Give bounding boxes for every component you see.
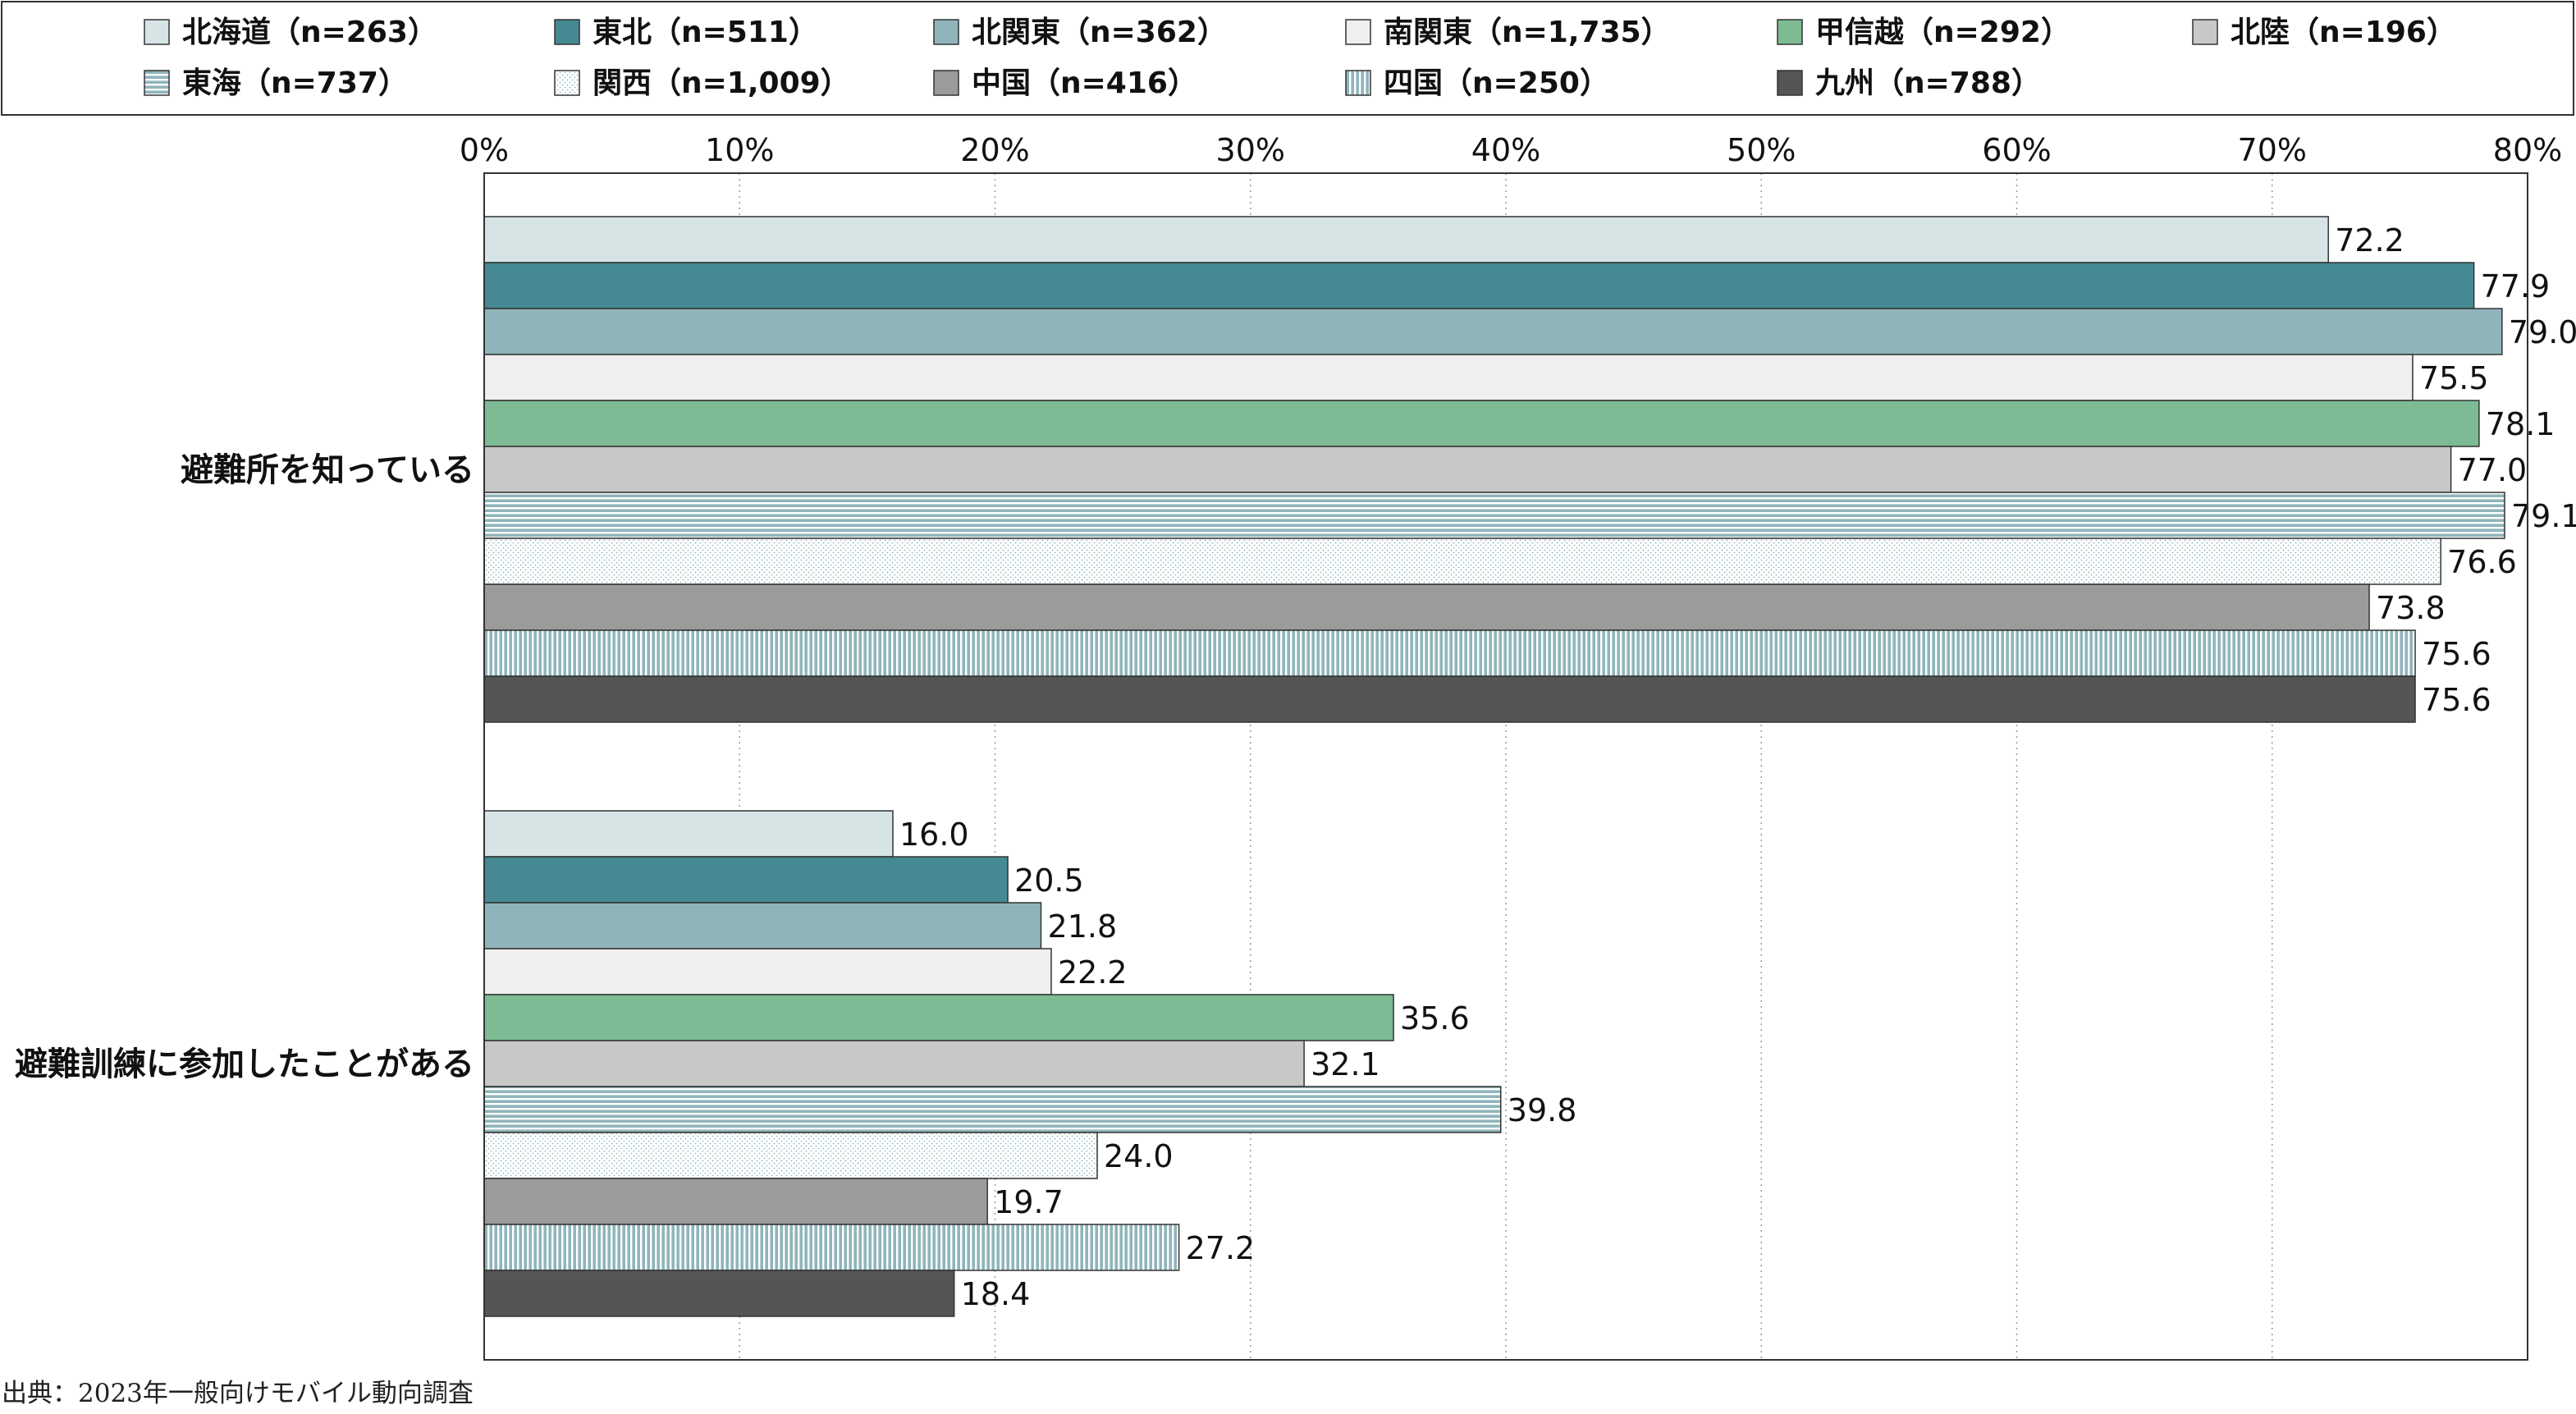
- legend-label: 北陸（n=196）: [2231, 16, 2456, 49]
- bar: [483, 354, 2414, 401]
- legend-swatch: [933, 70, 959, 96]
- legend-swatch: [144, 70, 170, 96]
- data-label: 79.1: [2511, 498, 2576, 534]
- legend: 北海道（n=263） 東北（n=511） 北関東（n=362） 南関東（n=1,735…: [144, 16, 2456, 100]
- x-tick-label: 20%: [960, 132, 1029, 168]
- legend-label: 中国（n=416）: [972, 66, 1197, 100]
- legend-label: 東海（n=737）: [182, 66, 408, 100]
- data-label: 18.4: [961, 1276, 1031, 1312]
- data-label: 20.5: [1014, 863, 1084, 899]
- data-label: 75.6: [2422, 636, 2491, 672]
- bar: [483, 948, 1052, 995]
- data-label: 16.0: [899, 817, 969, 853]
- legend-swatch: [933, 19, 959, 45]
- legend-swatch: [1777, 19, 1803, 45]
- plot-area-frame: [483, 172, 2528, 1361]
- bar: [483, 675, 2416, 723]
- legend-label: 甲信越（n=292）: [1815, 16, 2070, 49]
- legend-label: 南関東（n=1,735）: [1384, 16, 1671, 49]
- legend-swatch: [2192, 19, 2218, 45]
- x-tick-label: 40%: [1471, 132, 1540, 168]
- bar: [483, 856, 1009, 904]
- bar: [483, 583, 2370, 631]
- data-label: 24.0: [1104, 1138, 1174, 1174]
- data-label: 32.1: [1311, 1046, 1380, 1082]
- legend-swatch: [554, 70, 580, 96]
- data-label: 72.2: [2335, 222, 2404, 259]
- data-label: 75.5: [2419, 360, 2489, 396]
- x-tick-label: 80%: [2493, 132, 2562, 168]
- source-note: 出典：2023年一般向けモバイル動向調査: [2, 1379, 474, 1408]
- x-tick-label: 10%: [705, 132, 774, 168]
- data-label: 39.8: [1508, 1092, 1577, 1128]
- bar: [483, 994, 1394, 1041]
- legend-label: 四国（n=250）: [1384, 66, 1609, 100]
- legend-label: 北海道（n=263）: [182, 16, 437, 49]
- data-label: 22.2: [1058, 954, 1128, 991]
- bar: [483, 446, 2452, 493]
- data-label: 73.8: [2376, 590, 2446, 626]
- data-label: 77.0: [2458, 452, 2528, 488]
- bar: [483, 1224, 1180, 1271]
- bar: [483, 1086, 1502, 1133]
- bar: [483, 1132, 1098, 1179]
- legend-label: 東北（n=511）: [593, 16, 818, 49]
- data-label: 79.0: [2509, 314, 2576, 350]
- legend-label: 関西（n=1,009）: [593, 66, 850, 100]
- data-label: 77.9: [2481, 268, 2551, 304]
- legend-swatch: [1777, 70, 1803, 96]
- bar: [483, 629, 2416, 677]
- bar: [483, 810, 894, 858]
- x-tick-label: 30%: [1216, 132, 1285, 168]
- x-axis: 0% 10% 20% 30% 40% 50% 60% 70% 80%: [460, 132, 2562, 168]
- bars: 72.2 77.9 79.0 75.5 78.1 77.0 79.1 76.673.8 75.6…: [483, 216, 2576, 1317]
- legend-swatch: [144, 19, 170, 45]
- bar: [483, 262, 2475, 309]
- category-label: 避難所を知っている: [181, 451, 474, 489]
- bar: [483, 308, 2503, 355]
- legend-label: 九州（n=788）: [1815, 66, 2041, 100]
- data-label: 76.6: [2447, 544, 2517, 580]
- bar: [483, 1270, 955, 1317]
- category-label: 避難訓練に参加したことがある: [15, 1046, 474, 1083]
- legend-box: [1, 1, 2574, 116]
- bar: [483, 902, 1042, 950]
- bar: [483, 400, 2480, 447]
- data-label: 75.6: [2422, 682, 2491, 718]
- data-label: 27.2: [1186, 1230, 1256, 1266]
- x-tick-label: 50%: [1727, 132, 1796, 168]
- bar: [483, 492, 2505, 539]
- legend-swatch: [554, 19, 580, 45]
- data-label: 35.6: [1400, 1000, 1470, 1036]
- legend-swatch: [1345, 19, 1371, 45]
- data-label: 78.1: [2486, 406, 2555, 442]
- x-tick-label: 70%: [2238, 132, 2307, 168]
- bar: [483, 538, 2441, 585]
- data-label: 21.8: [1048, 908, 1118, 945]
- x-tick-label: 60%: [1982, 132, 2051, 168]
- bar: [483, 1040, 1305, 1087]
- data-label: 19.7: [994, 1184, 1064, 1220]
- bar: [483, 216, 2329, 263]
- x-tick-label: 0%: [460, 132, 509, 168]
- legend-label: 北関東（n=362）: [972, 16, 1227, 49]
- legend-swatch: [1345, 70, 1371, 96]
- bar: [483, 1178, 988, 1225]
